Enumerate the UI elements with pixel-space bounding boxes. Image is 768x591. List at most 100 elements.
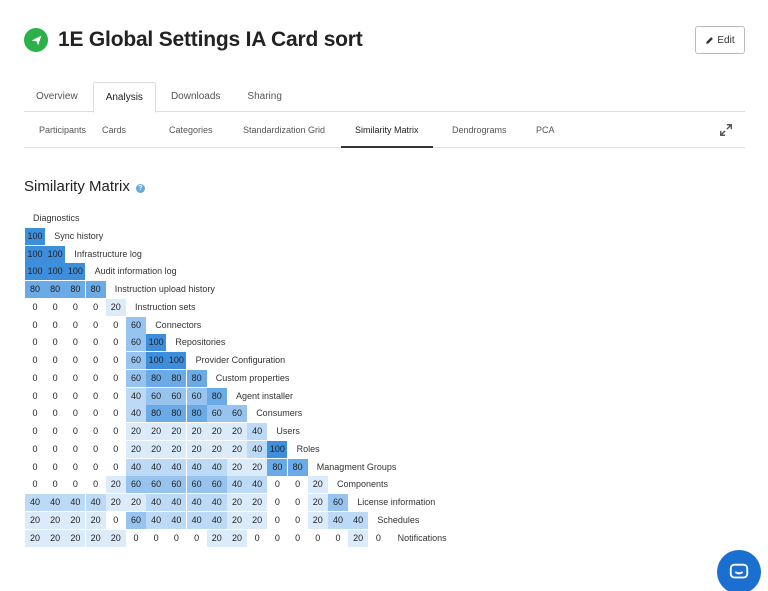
matrix-cell: 0 — [274, 479, 280, 490]
subtab-participants[interactable]: Participants — [39, 125, 87, 135]
matrix-cell: 80 — [166, 369, 187, 387]
matrix-cell: 0 — [295, 514, 301, 525]
matrix-cell: 0 — [113, 514, 119, 525]
subtab-pca[interactable]: PCA — [536, 125, 555, 135]
matrix-row-label: Sync history — [54, 230, 104, 241]
matrix-cell: 0 — [72, 337, 78, 348]
section-title-text: Similarity Matrix — [24, 178, 130, 195]
matrix-cell: 40 — [247, 476, 268, 494]
matrix-cell: 40 — [186, 458, 207, 476]
matrix-cell: 60 — [126, 334, 146, 352]
matrix-cell: 40 — [126, 405, 146, 423]
matrix-cell: 100 — [25, 245, 45, 263]
matrix-cell: 0 — [113, 355, 119, 365]
matrix-cell: 20 — [227, 494, 247, 511]
matrix-cell: 0 — [32, 479, 38, 490]
matrix-cell: 0 — [32, 390, 38, 401]
matrix-cell: 40 — [227, 476, 247, 494]
matrix-cell: 80 — [85, 281, 106, 298]
matrix-cell: 0 — [113, 319, 119, 330]
matrix-cell: 0 — [52, 372, 58, 383]
matrix-cell: 80 — [186, 369, 207, 387]
subtab-categories[interactable]: Categories — [169, 125, 213, 135]
matrix-cell: 0 — [72, 319, 78, 330]
matrix-cell: 20 — [105, 529, 126, 547]
matrix-cell: 100 — [25, 227, 45, 245]
matrix-cell: 0 — [72, 390, 78, 401]
matrix-cell: 20 — [65, 511, 86, 529]
matrix-cell: 0 — [52, 461, 58, 472]
matrix-cell: 0 — [113, 337, 119, 348]
matrix-cell: 0 — [93, 426, 99, 436]
matrix-cell: 40 — [166, 458, 187, 476]
matrix-cell: 20 — [307, 511, 328, 529]
matrix-cell: 40 — [328, 511, 348, 529]
matrix-cell: 80 — [146, 405, 167, 423]
tab-downloads[interactable]: Downloads — [170, 91, 221, 102]
matrix-cell: 60 — [146, 476, 167, 494]
matrix-cell: 0 — [295, 479, 301, 490]
sub-tabs: Participants Cards Categories Standardizati… — [24, 112, 745, 148]
matrix-cell: 20 — [206, 529, 227, 547]
matrix-cell: 0 — [93, 337, 99, 348]
matrix-row-label: Instruction upload history — [114, 284, 215, 294]
matrix-cell: 40 — [186, 511, 207, 529]
matrix-cell: 0 — [32, 408, 38, 419]
matrix-row-label: Instruction sets — [135, 301, 196, 312]
subtab-similarity-matrix[interactable]: Similarity Matrix — [341, 112, 433, 148]
tab-overview[interactable]: Overview — [36, 91, 78, 102]
matrix-cell: 0 — [93, 390, 99, 401]
matrix-cell: 20 — [186, 423, 207, 440]
main-tabs: Overview Analysis Downloads Sharing — [24, 82, 745, 113]
matrix-cell: 0 — [295, 497, 301, 507]
matrix-cell: 20 — [126, 494, 146, 511]
matrix-cell: 80 — [45, 281, 66, 298]
matrix-cell: 40 — [206, 494, 227, 511]
matrix-cell: 80 — [166, 405, 187, 423]
matrix-cell: 80 — [65, 281, 86, 298]
matrix-cell: 20 — [227, 440, 247, 458]
chat-button[interactable] — [717, 550, 761, 591]
tab-sharing[interactable]: Sharing — [247, 91, 282, 102]
tab-analysis[interactable]: Analysis — [92, 82, 156, 113]
matrix-cell: 100 — [267, 440, 288, 458]
page-title: 1E Global Settings IA Card sort — [58, 28, 363, 51]
matrix-cell: 0 — [315, 532, 321, 543]
subtab-standardization-grid[interactable]: Standardization Grid — [243, 125, 326, 135]
matrix-cell: 60 — [126, 511, 146, 529]
matrix-cell: 20 — [247, 458, 268, 476]
matrix-cell: 0 — [113, 390, 119, 401]
matrix-cell: 0 — [32, 355, 38, 365]
section-title: Similarity Matrix ? — [24, 178, 145, 195]
matrix-row-label: Diagnostics — [33, 213, 80, 223]
matrix-cell: 100 — [146, 352, 167, 369]
expand-arrows-icon[interactable] — [719, 123, 733, 137]
chat-bubble-icon — [729, 563, 749, 579]
matrix-cell: 20 — [348, 529, 369, 547]
matrix-cell: 40 — [25, 494, 45, 511]
matrix-cell: 20 — [206, 423, 227, 440]
edit-button[interactable]: Edit — [695, 26, 745, 54]
subtab-dendrograms[interactable]: Dendrograms — [452, 125, 507, 135]
matrix-cell: 100 — [25, 263, 45, 281]
matrix-cell: 80 — [186, 405, 207, 423]
matrix-cell: 100 — [146, 334, 167, 352]
matrix-cell: 20 — [186, 440, 207, 458]
matrix-cell: 0 — [93, 408, 99, 419]
matrix-cell: 0 — [72, 426, 78, 436]
question-circle-icon[interactable]: ? — [135, 183, 145, 193]
matrix-cell: 0 — [295, 532, 301, 543]
matrix-cell: 0 — [52, 426, 58, 436]
matrix-cell: 0 — [173, 532, 179, 543]
matrix-cell: 60 — [166, 387, 187, 405]
matrix-row-label: Agent installer — [236, 390, 294, 401]
matrix-cell: 0 — [72, 461, 78, 472]
subtab-cards[interactable]: Cards — [102, 125, 127, 135]
matrix-cell: 0 — [52, 390, 58, 401]
matrix-cell: 0 — [93, 319, 99, 330]
matrix-cell: 0 — [52, 443, 58, 454]
matrix-cell: 60 — [206, 476, 227, 494]
matrix-cell: 0 — [113, 426, 119, 436]
matrix-cell: 100 — [45, 263, 66, 281]
matrix-cell: 20 — [307, 476, 328, 494]
